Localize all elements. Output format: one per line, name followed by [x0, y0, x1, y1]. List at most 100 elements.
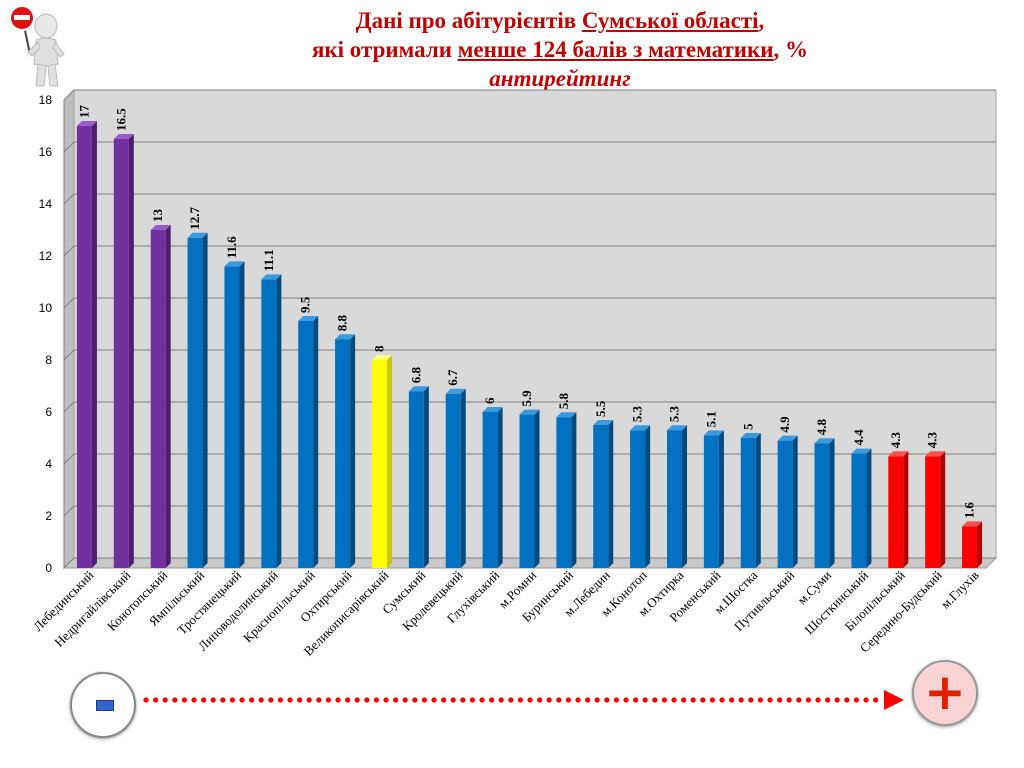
arrow-dot	[690, 697, 696, 703]
arrow-dot	[297, 697, 303, 703]
arrow-dot	[181, 697, 187, 703]
bar-top	[519, 409, 540, 415]
gridline-side	[63, 89, 75, 101]
arrow-dot	[316, 697, 322, 703]
bar	[113, 139, 129, 568]
bar	[777, 440, 793, 568]
arrow-dot	[153, 697, 159, 703]
arrow-dot	[796, 697, 802, 703]
arrow-dot	[431, 697, 437, 703]
bar	[187, 237, 203, 569]
data-label: 17	[76, 105, 91, 119]
arrow-dot	[421, 697, 427, 703]
title-subtitle: антирейтинг	[489, 66, 631, 91]
bar-side	[755, 433, 761, 568]
bar-side	[497, 407, 503, 568]
arrow-dot	[258, 697, 264, 703]
data-label: 6.8	[408, 366, 423, 383]
bar-top	[703, 430, 724, 436]
arrow-dot	[681, 697, 687, 703]
bar	[667, 430, 683, 568]
bar	[482, 412, 498, 568]
arrow-dot	[441, 697, 447, 703]
arrow-dot	[546, 697, 552, 703]
mascot-stop-sign-icon	[9, 5, 65, 87]
arrow-dot	[873, 697, 879, 703]
y-tick-label: 16	[39, 145, 53, 159]
arrow-dot	[306, 697, 312, 703]
bar	[814, 443, 830, 568]
bar-top	[667, 425, 688, 431]
arrow-dot	[172, 697, 178, 703]
arrow-dot	[825, 697, 831, 703]
arrow-dot	[565, 697, 572, 703]
arrow-dot	[268, 697, 274, 703]
arrow-dot	[210, 697, 216, 703]
data-label: 5.1	[703, 411, 718, 427]
bar-top	[187, 232, 208, 238]
arrow-dot	[575, 697, 581, 703]
bar	[593, 425, 609, 568]
bar-top	[630, 425, 651, 431]
data-label: 4.3	[925, 431, 940, 448]
gridline-side	[63, 557, 75, 569]
bar	[630, 430, 646, 568]
bar-side	[386, 355, 392, 568]
arrow-head	[884, 690, 904, 710]
arrow-dot	[671, 697, 677, 703]
gridline-side	[63, 401, 75, 413]
data-label: 16.5	[113, 108, 128, 131]
bar-side	[313, 316, 319, 568]
bar-side	[165, 225, 171, 568]
arrow-dot	[239, 697, 245, 703]
bar-side	[276, 274, 282, 568]
bar-side	[202, 232, 208, 569]
bar-side	[91, 121, 97, 568]
arrow-dot	[738, 697, 744, 703]
bar-top	[482, 407, 503, 412]
arrow-dot	[767, 697, 773, 703]
arrow-dot	[325, 697, 331, 703]
bar-side	[977, 521, 983, 568]
bar-top	[408, 386, 429, 392]
arrow-dot	[345, 697, 351, 703]
data-label: 4.4	[851, 429, 866, 446]
bar-top	[777, 435, 798, 441]
bar-top	[261, 274, 282, 280]
bar-side	[903, 451, 909, 568]
bar-top	[224, 261, 245, 267]
arrow-dot	[719, 697, 725, 703]
title-text: які отримали	[311, 37, 458, 62]
y-tick-label: 4	[45, 457, 52, 471]
bar-side	[128, 134, 134, 568]
arrow-dot	[594, 697, 600, 703]
arrow-dot	[479, 697, 485, 703]
arrow-dot	[585, 697, 591, 703]
plus-badge: +	[912, 660, 978, 726]
bar	[445, 393, 461, 568]
bar	[703, 435, 719, 568]
title-text: ,	[758, 8, 765, 33]
bar-side	[423, 386, 429, 568]
bar-top	[371, 355, 392, 360]
arrow-dot	[700, 697, 706, 703]
arrow-dot	[633, 697, 639, 703]
data-label: 9.5	[298, 296, 313, 313]
arrow-dot	[777, 697, 783, 703]
arrow-dot	[450, 697, 456, 703]
y-tick-label: 0	[45, 561, 52, 575]
data-label: 5.5	[593, 400, 608, 417]
bar-side	[608, 420, 614, 568]
title-text: , %	[773, 37, 809, 62]
bar-side	[718, 430, 724, 568]
arrow-dot	[393, 697, 399, 703]
gridline-side	[63, 453, 75, 465]
y-tick-label: 14	[39, 197, 53, 211]
gridline-side	[63, 505, 75, 517]
bar	[261, 279, 277, 568]
arrow-dot	[834, 697, 840, 703]
bar-side	[645, 425, 651, 568]
bar-top	[814, 438, 835, 444]
data-label: 6	[482, 397, 497, 404]
bar-side	[866, 448, 872, 568]
